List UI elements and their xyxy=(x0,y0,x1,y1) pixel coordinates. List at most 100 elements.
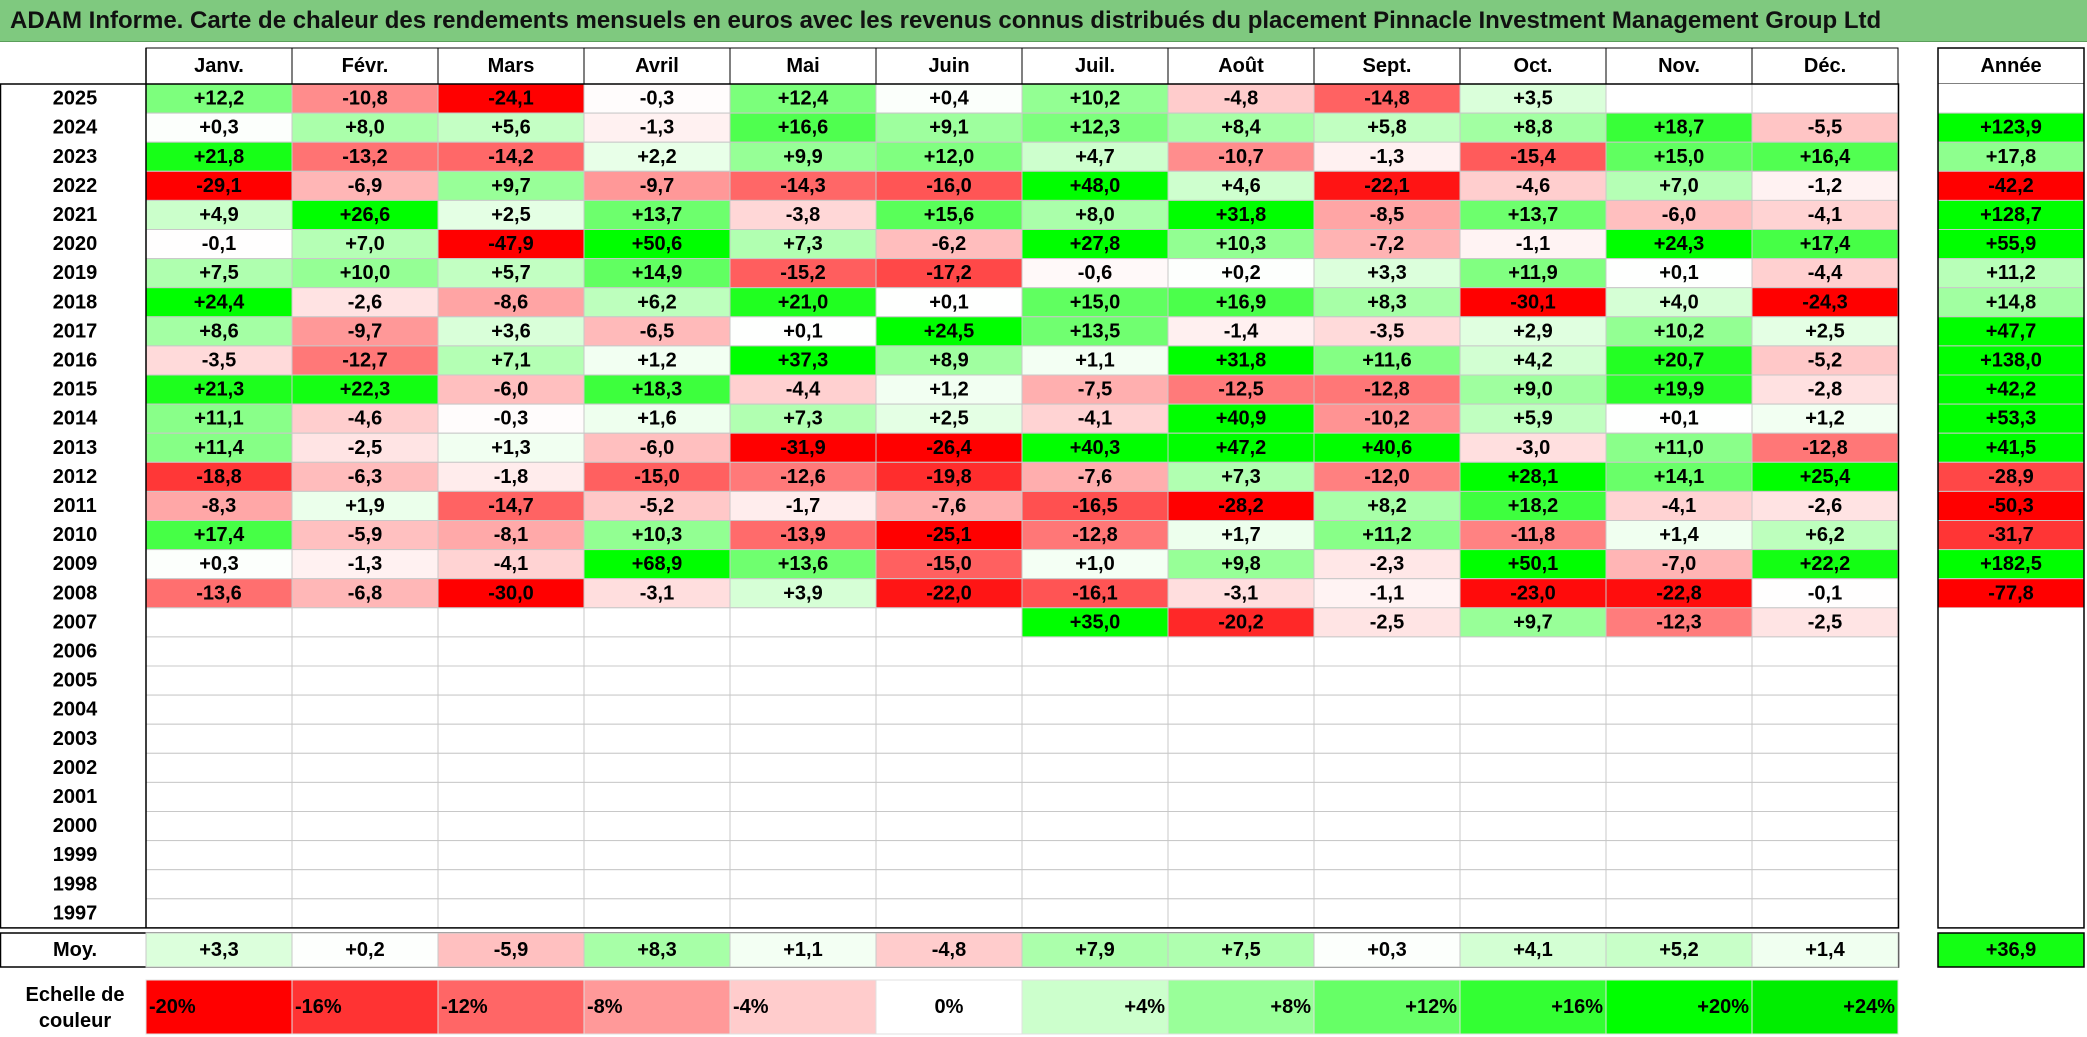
heatmap-cell xyxy=(1167,723,1315,754)
heatmap-cell xyxy=(291,636,439,667)
heatmap-cell xyxy=(1605,83,1753,114)
cell-value: -13,6 xyxy=(196,582,242,604)
cell-value: -28,2 xyxy=(1218,495,1264,517)
cell-value: +10,2 xyxy=(1654,320,1705,342)
heatmap-cell xyxy=(1605,840,1753,871)
cell-value: +11,4 xyxy=(194,437,244,459)
cell-value: +17,4 xyxy=(1800,233,1851,255)
cell-value: +0,1 xyxy=(1659,408,1698,430)
heatmap-cell xyxy=(1605,665,1753,696)
scale-swatch-label: -16% xyxy=(295,996,342,1018)
heatmap-cell xyxy=(437,141,585,172)
cell-value: +10,0 xyxy=(340,262,391,284)
heatmap-cell xyxy=(291,316,439,347)
cell-value: +1,3 xyxy=(491,437,530,459)
cell-value: -0,6 xyxy=(1078,262,1112,284)
heatmap-cell xyxy=(583,752,731,783)
heatmap-cell xyxy=(729,549,877,580)
annual-cell xyxy=(1938,724,2084,754)
heatmap-cell xyxy=(1605,170,1753,201)
heatmap-cell xyxy=(729,752,877,783)
heatmap-cell xyxy=(145,869,293,900)
heatmap-cell xyxy=(291,869,439,900)
year-label: 2018 xyxy=(53,291,98,313)
heatmap-cell xyxy=(1605,578,1753,609)
year-label: 2002 xyxy=(53,757,98,779)
scale-swatch-label: +20% xyxy=(1697,996,1749,1018)
annual-border xyxy=(1937,47,2085,929)
heatmap-cell xyxy=(583,811,731,842)
cell-value: -4,8 xyxy=(1224,88,1258,110)
heatmap-cell xyxy=(1167,811,1315,842)
heatmap-cell xyxy=(875,229,1023,260)
cell-value: +50,1 xyxy=(1508,553,1559,575)
heatmap-cell xyxy=(1605,258,1753,289)
annual-cell xyxy=(1937,374,2085,405)
cell-value: -5,2 xyxy=(640,495,674,517)
heatmap-cell xyxy=(1021,374,1169,405)
cell-value: +11,9 xyxy=(1508,262,1558,284)
cell-value: -10,8 xyxy=(342,88,388,110)
cell-value: +40,9 xyxy=(1216,408,1267,430)
cell-value: -26,4 xyxy=(926,437,972,459)
cell-value: -12,5 xyxy=(1218,379,1264,401)
month-header-label: Août xyxy=(1218,55,1264,77)
heatmap-cell xyxy=(729,520,877,551)
heatmap-cell xyxy=(1313,869,1461,900)
heatmap-cell xyxy=(729,723,877,754)
cell-value: +7,3 xyxy=(783,233,822,255)
cell-value: +9,7 xyxy=(1513,611,1552,633)
cell-value: -31,9 xyxy=(780,437,826,459)
cell-value: -2,3 xyxy=(1370,553,1404,575)
heatmap-cell xyxy=(291,752,439,783)
annual-value: +53,3 xyxy=(1986,408,2037,430)
scale-swatch xyxy=(875,979,1023,1035)
heatmap-cell xyxy=(1021,112,1169,143)
heatmap-cell xyxy=(291,403,439,434)
heatmap-cell xyxy=(875,287,1023,318)
cell-value: +17,4 xyxy=(194,524,245,546)
annual-cell xyxy=(1938,869,2084,899)
cell-value: -11,8 xyxy=(1511,524,1555,546)
cell-value: +18,7 xyxy=(1654,117,1705,139)
month-header-label: Avril xyxy=(635,55,679,77)
cell-value: -7,6 xyxy=(932,495,966,517)
annual-value: +11,2 xyxy=(1986,262,2036,284)
cell-value: -10,2 xyxy=(1364,408,1410,430)
average-value: +3,3 xyxy=(199,939,238,961)
cell-value: -30,0 xyxy=(488,582,534,604)
average-cell xyxy=(437,932,585,968)
heatmap-cell xyxy=(1021,316,1169,347)
cell-value: +1,2 xyxy=(929,379,968,401)
average-value: +0,2 xyxy=(345,939,384,961)
year-label: 2006 xyxy=(53,640,98,662)
average-annual-value: +36,9 xyxy=(1986,939,2037,961)
cell-value: +8,4 xyxy=(1221,117,1261,139)
annual-cell xyxy=(1938,898,2084,928)
heatmap-cell xyxy=(1605,898,1753,929)
cell-value: +10,3 xyxy=(632,524,683,546)
heatmap-cell xyxy=(145,170,293,201)
year-label: 2004 xyxy=(53,699,98,721)
cell-value: +7,5 xyxy=(199,262,238,284)
heatmap-cell xyxy=(1751,811,1899,842)
year-label: 2009 xyxy=(53,553,98,575)
year-label: 2024 xyxy=(53,117,98,139)
heatmap-cell xyxy=(583,781,731,813)
cell-value: -22,1 xyxy=(1364,175,1410,197)
heatmap-cell xyxy=(1167,898,1315,929)
annual-cell xyxy=(1937,461,2085,492)
cell-value: -1,8 xyxy=(494,466,528,488)
year-label: 2014 xyxy=(53,408,98,430)
heatmap-cell xyxy=(875,723,1023,754)
cell-value: +14,1 xyxy=(1654,466,1705,488)
heatmap-cell xyxy=(437,840,585,871)
month-header-label: Janv. xyxy=(194,55,244,77)
heatmap-cell xyxy=(291,432,439,463)
cell-value: +3,6 xyxy=(491,320,530,342)
annual-cell xyxy=(1937,490,2085,521)
year-label: 2007 xyxy=(53,611,98,633)
year-label: 2013 xyxy=(53,437,98,459)
heatmap-cell xyxy=(1751,694,1899,725)
cell-value: -1,3 xyxy=(348,553,382,575)
